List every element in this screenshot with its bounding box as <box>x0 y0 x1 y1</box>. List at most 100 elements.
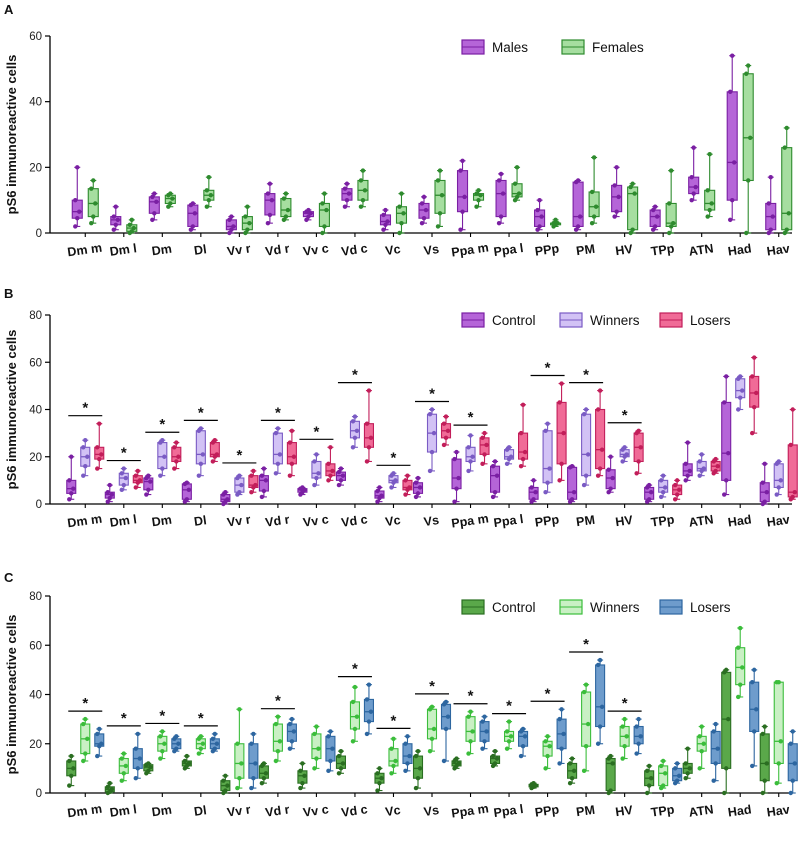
box-females-dm <box>164 191 176 209</box>
data-point <box>699 748 704 754</box>
data-point <box>537 197 542 203</box>
box-losers-pm <box>595 657 606 746</box>
data-point <box>168 201 173 206</box>
data-point <box>429 704 435 710</box>
data-point <box>368 709 374 714</box>
data-point <box>632 191 637 196</box>
data-point <box>360 197 366 203</box>
x-tick-label: Dm l <box>109 802 138 820</box>
data-point <box>650 227 656 232</box>
data-point <box>69 773 74 778</box>
data-point <box>289 716 295 722</box>
data-point <box>150 194 155 200</box>
box-losers-vc <box>402 734 413 774</box>
box-winners-hav <box>773 459 784 497</box>
box-males-vd-r <box>264 181 276 226</box>
data-point <box>697 766 702 771</box>
significance-star: * <box>198 404 204 421</box>
data-point <box>375 788 380 793</box>
data-point <box>123 475 128 481</box>
x-tick-label: Vc <box>384 513 401 529</box>
data-point <box>458 168 463 173</box>
box-females-vv-r <box>241 204 253 236</box>
data-point <box>658 494 664 500</box>
data-point <box>738 625 743 631</box>
data-point <box>330 468 335 474</box>
data-point <box>543 489 548 495</box>
data-point <box>754 707 759 712</box>
box-winners-atn <box>696 452 707 478</box>
box-females-pm <box>588 155 600 226</box>
data-point <box>229 214 234 219</box>
data-point <box>674 492 680 497</box>
data-point <box>352 435 358 441</box>
data-point <box>685 440 690 445</box>
data-point <box>474 191 479 196</box>
box-control-dm-m <box>66 753 77 788</box>
x-tick-label: Dm m <box>67 802 103 821</box>
data-point <box>366 388 372 393</box>
significance-star: * <box>391 712 397 729</box>
data-point <box>435 178 441 183</box>
data-point <box>249 785 254 791</box>
significance-marker: * <box>337 661 372 678</box>
data-point <box>107 482 112 488</box>
data-point <box>443 726 449 732</box>
data-point <box>707 207 712 213</box>
data-point <box>119 756 124 761</box>
box-iqr <box>726 91 738 201</box>
data-point <box>452 499 457 504</box>
data-point <box>646 763 652 769</box>
box-control-dm <box>143 761 154 776</box>
data-point <box>508 734 514 739</box>
significance-marker: * <box>260 693 295 710</box>
data-point <box>237 776 242 781</box>
data-point <box>413 480 419 485</box>
significance-marker: * <box>569 367 604 384</box>
box-control-dm-l <box>104 780 115 796</box>
data-point <box>622 716 627 722</box>
data-point <box>322 224 327 229</box>
significance-marker: * <box>145 416 180 433</box>
data-point <box>326 478 331 483</box>
data-point <box>567 761 573 766</box>
data-point <box>421 216 427 221</box>
data-point <box>569 776 575 781</box>
data-point <box>354 714 360 719</box>
data-point <box>573 227 579 232</box>
box-winners-ppp <box>542 421 553 495</box>
data-point <box>774 780 779 786</box>
data-point <box>253 482 258 488</box>
data-point <box>724 667 729 673</box>
data-point <box>559 381 564 386</box>
data-point <box>133 746 138 751</box>
data-point <box>701 741 706 746</box>
data-point <box>415 475 421 481</box>
data-point <box>393 478 398 483</box>
box-iqr <box>248 743 259 779</box>
data-point <box>225 783 230 788</box>
data-point <box>129 217 134 223</box>
data-point <box>492 761 498 766</box>
data-point <box>105 499 110 504</box>
box-iqr <box>490 465 501 493</box>
data-point <box>235 741 240 746</box>
data-point <box>713 721 718 727</box>
data-point <box>137 478 142 483</box>
data-point <box>699 724 704 729</box>
data-point <box>326 768 331 774</box>
data-point <box>184 753 190 759</box>
box-control-vv-c <box>297 485 308 497</box>
significance-star: * <box>275 404 281 421</box>
box-iqr <box>264 193 276 216</box>
data-point <box>83 438 88 443</box>
x-tick-label: Ppa m <box>450 511 489 530</box>
data-point <box>589 220 595 226</box>
x-tick-label: Dm <box>151 803 173 820</box>
significance-marker: * <box>106 710 141 727</box>
significance-marker: * <box>68 695 103 712</box>
data-point <box>494 756 500 761</box>
data-point <box>174 746 179 751</box>
data-point <box>492 748 498 754</box>
data-point <box>674 761 680 766</box>
